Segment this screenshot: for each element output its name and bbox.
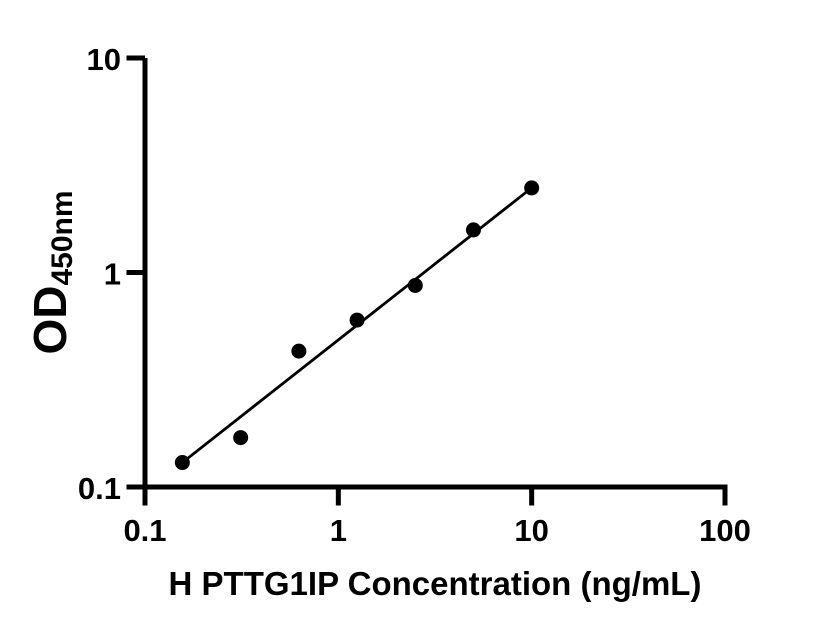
y-axis-title-main: OD <box>24 286 76 355</box>
y-axis-title: OD450nm <box>24 190 79 354</box>
data-point <box>233 430 249 446</box>
y-tick-label: 1 <box>104 257 121 292</box>
y-tick-label: 10 <box>87 42 121 77</box>
y-axis-title-subscript: 450nm <box>46 190 79 285</box>
data-point <box>524 180 540 196</box>
data-point <box>465 222 481 238</box>
x-axis-title: H PTTG1IP Concentration (ng/mL) <box>169 565 702 602</box>
y-tick-label: 0.1 <box>78 471 121 506</box>
x-tick-label: 10 <box>514 513 548 548</box>
data-point <box>291 343 307 359</box>
x-tick-label: 1 <box>330 513 347 548</box>
x-tick-label: 0.1 <box>123 513 166 548</box>
x-tick-label: 100 <box>699 513 751 548</box>
data-point <box>174 455 190 471</box>
data-point <box>407 277 423 293</box>
data-point <box>349 312 365 328</box>
